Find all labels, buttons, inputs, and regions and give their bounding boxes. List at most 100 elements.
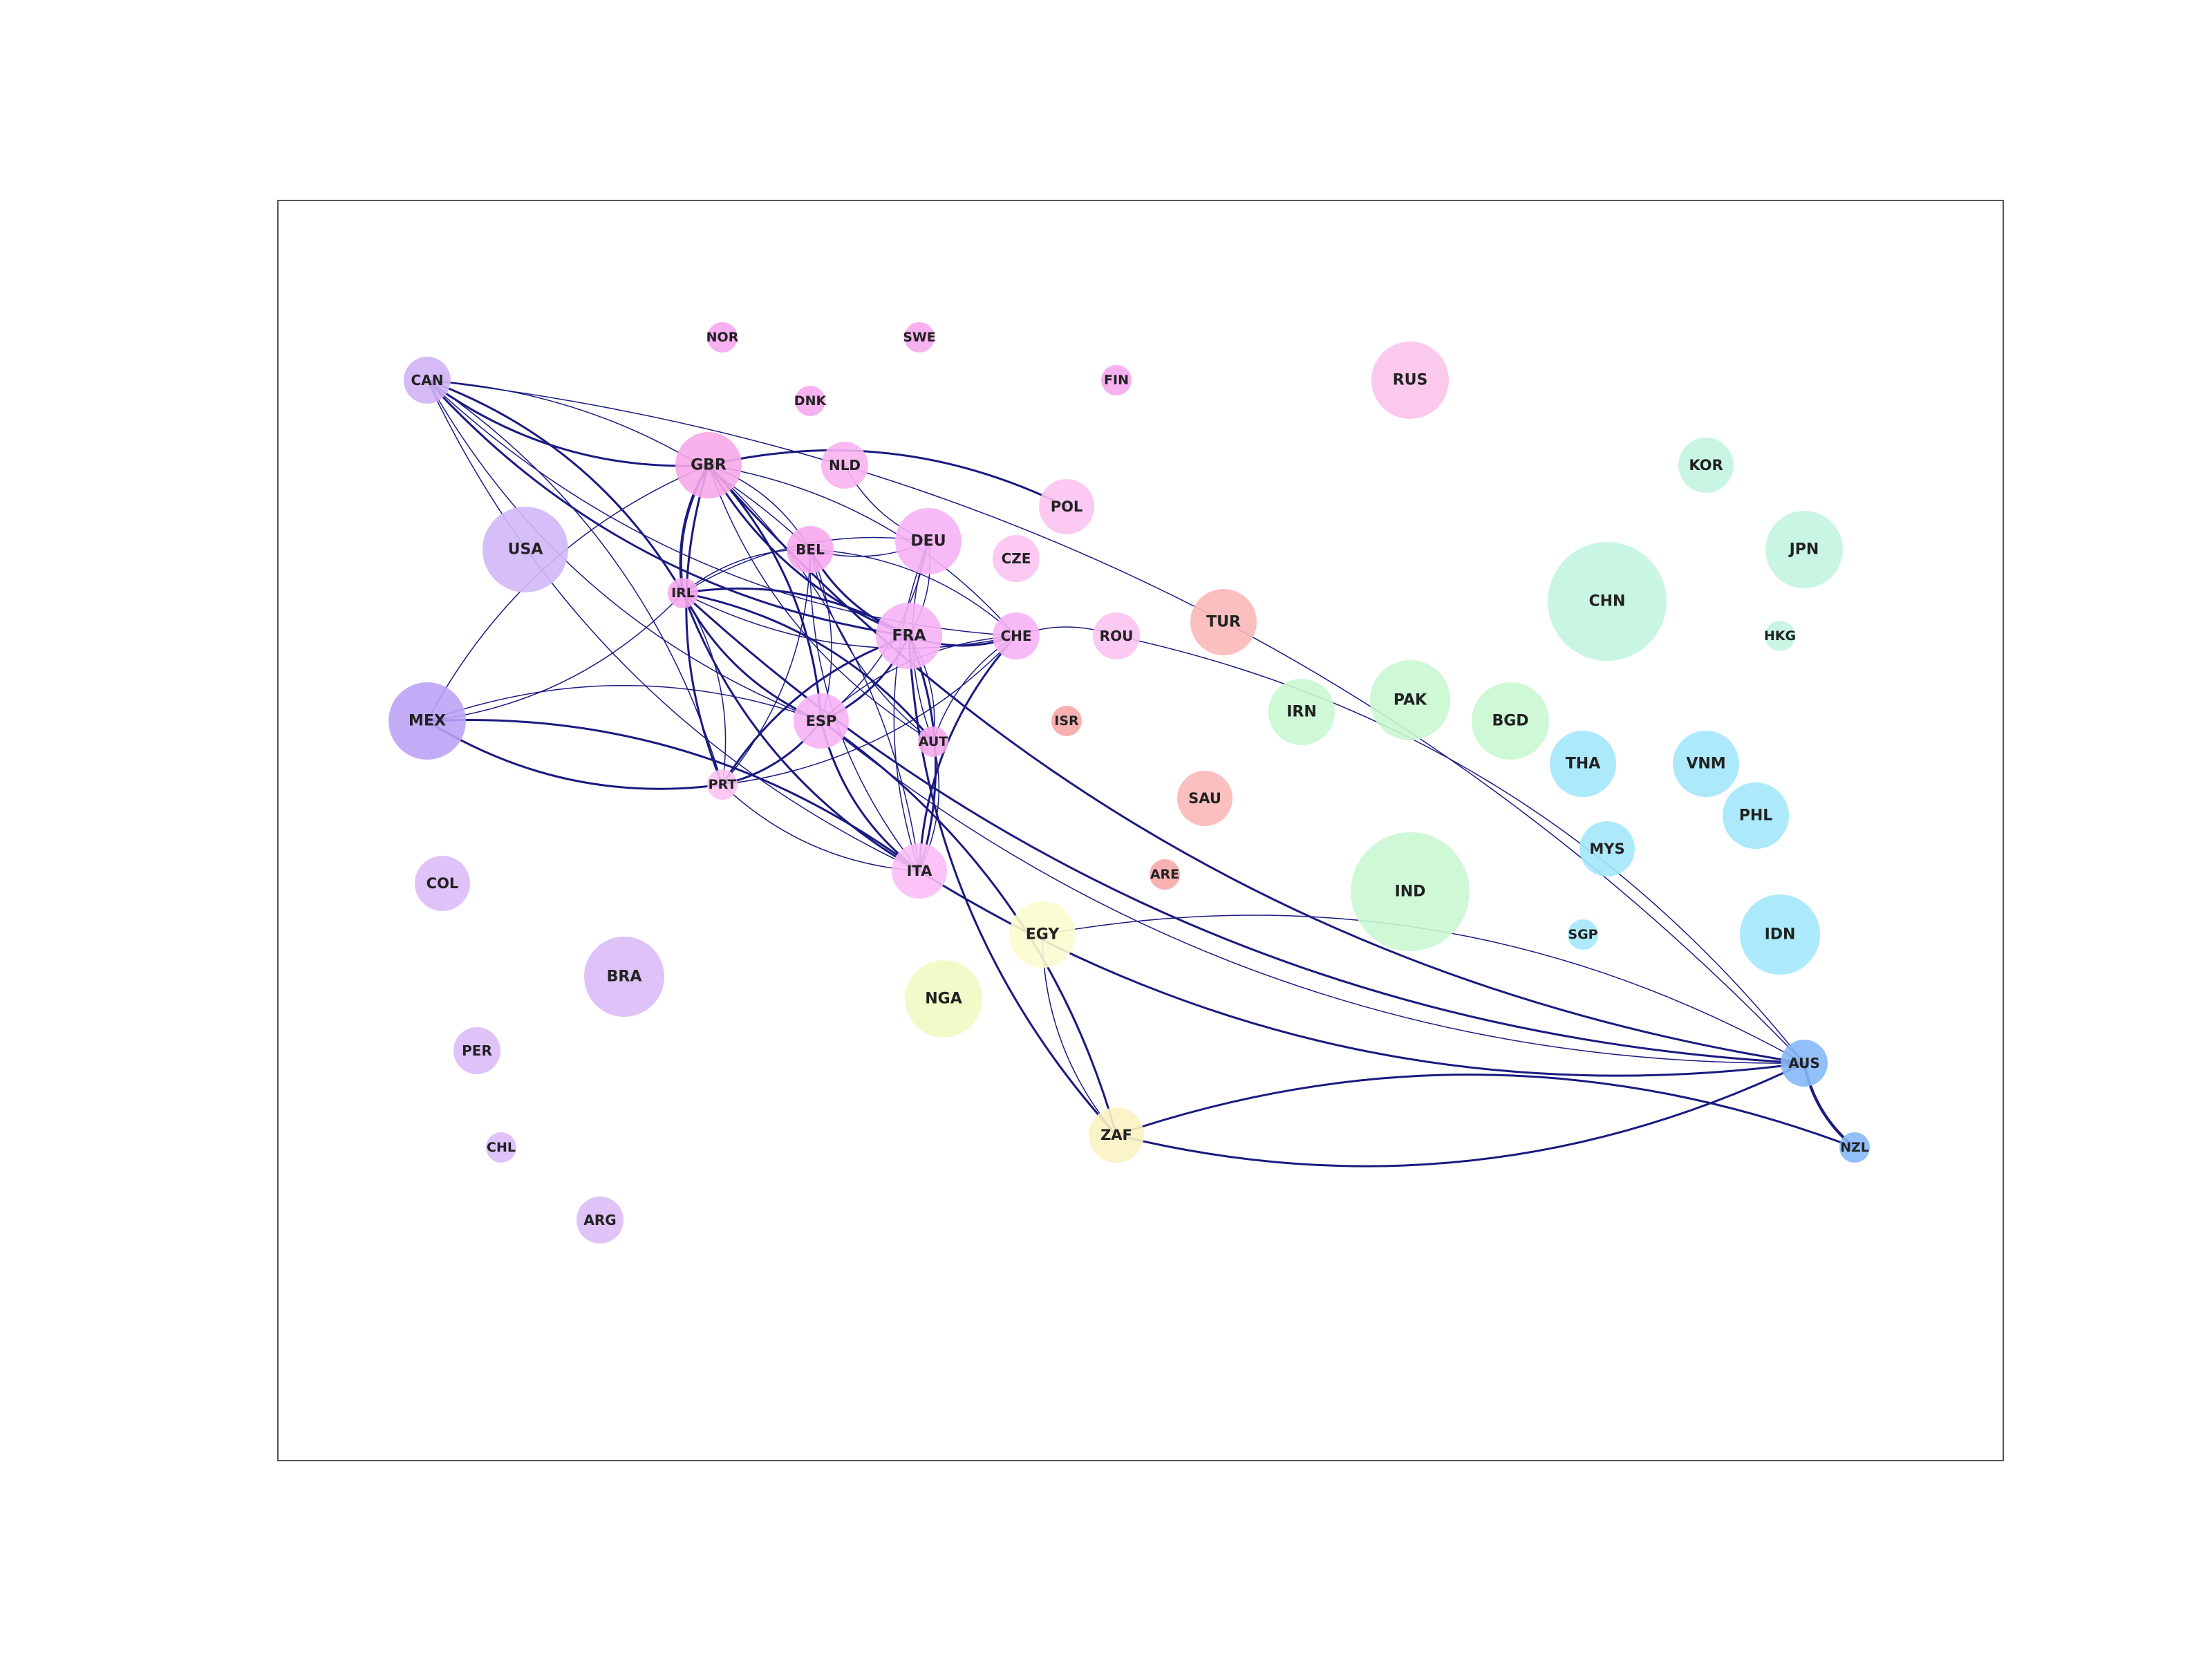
node-circle-fra: [876, 603, 942, 669]
node-circle-usa: [482, 507, 568, 592]
node-egy: EGY: [1009, 901, 1076, 968]
node-layer: NOR SWE CAN DNK FIN RUS GBR NLD KOR POL USA BEL DEU C…: [388, 322, 1870, 1244]
node-circle-pol: [1039, 479, 1094, 534]
edge-can-esp: [427, 379, 822, 722]
node-label-gbr: GBR: [691, 457, 727, 474]
node-label-aus: AUS: [1788, 1055, 1820, 1071]
node-circle-bel: [787, 526, 834, 573]
node-circle-ind: [1351, 832, 1470, 951]
node-can: CAN: [404, 357, 451, 404]
node-label-usa: USA: [508, 541, 543, 559]
node-circle-idn: [1740, 894, 1820, 975]
node-circle-are: [1150, 859, 1180, 890]
node-circle-swe: [904, 322, 935, 353]
node-irn: IRN: [1268, 679, 1335, 745]
edge-gbr-ita: [708, 465, 920, 872]
edge-irl-ita: [682, 592, 921, 872]
node-kor: KOR: [1678, 438, 1734, 493]
node-label-mys: MYS: [1589, 841, 1624, 857]
node-aus: AUS: [1781, 1040, 1828, 1087]
edge-bel-aut: [809, 549, 934, 742]
node-circle-nzl: [1839, 1132, 1870, 1163]
node-circle-isr: [1051, 706, 1082, 736]
node-tha: THA: [1550, 731, 1616, 797]
edge-can-fra: [426, 379, 910, 637]
node-circle-tha: [1550, 731, 1616, 797]
node-fra: FRA: [876, 603, 942, 669]
node-label-irn: IRN: [1286, 704, 1317, 721]
node-circle-kor: [1678, 438, 1734, 493]
node-circle-deu: [895, 508, 962, 574]
node-circle-tur: [1190, 589, 1257, 655]
node-mex: MEX: [388, 682, 466, 760]
node-label-bra: BRA: [607, 968, 642, 986]
edge-gbr-pol: [707, 449, 1068, 508]
node-label-swe: SWE: [903, 330, 936, 345]
node-label-dnk: DNK: [794, 393, 827, 409]
node-idn: IDN: [1740, 894, 1820, 975]
node-circle-mys: [1580, 821, 1635, 877]
node-label-nld: NLD: [829, 457, 861, 474]
node-nzl: NZL: [1839, 1132, 1870, 1163]
node-isr: ISR: [1051, 706, 1082, 736]
node-circle-irn: [1268, 679, 1335, 745]
node-chl: CHL: [486, 1132, 516, 1163]
node-chn: CHN: [1548, 542, 1667, 661]
edge-che-prt: [722, 635, 1017, 785]
edge-gbr-che: [708, 465, 1017, 637]
edge-zaf-nzl: [1115, 1074, 1856, 1149]
node-label-sau: SAU: [1188, 790, 1221, 807]
node-circle-chl: [486, 1132, 516, 1163]
node-label-isr: ISR: [1054, 713, 1079, 729]
node-circle-mex: [388, 682, 466, 760]
node-label-per: PER: [462, 1042, 492, 1059]
edge-mex-esp: [427, 685, 822, 722]
node-circle-rus: [1371, 341, 1449, 419]
node-ind: IND: [1351, 832, 1470, 951]
node-label-col: COL: [427, 875, 459, 892]
edge-layer: [426, 379, 1857, 1168]
node-dnk: DNK: [794, 386, 827, 416]
node-label-bgd: BGD: [1492, 713, 1528, 730]
node-circle-vnm: [1673, 731, 1739, 797]
node-sau: SAU: [1177, 771, 1232, 826]
node-gbr: GBR: [675, 432, 742, 498]
edge-mex-prt: [426, 720, 724, 790]
edge-fra-zaf: [908, 635, 1118, 1136]
edge-can-irl: [426, 379, 684, 594]
node-label-rou: ROU: [1100, 628, 1134, 644]
node-label-chn: CHN: [1589, 593, 1626, 610]
node-jpn: JPN: [1765, 511, 1843, 588]
node-pol: POL: [1039, 479, 1094, 534]
node-fin: FIN: [1101, 365, 1132, 395]
node-bel: BEL: [787, 526, 834, 573]
node-label-ind: IND: [1395, 883, 1426, 901]
node-label-che: CHE: [1000, 628, 1031, 644]
edge-can-prt: [427, 379, 723, 785]
node-label-fra: FRA: [892, 628, 926, 645]
node-circle-fin: [1101, 365, 1132, 395]
node-circle-chn: [1548, 542, 1667, 661]
edge-prt-ita: [722, 784, 920, 872]
node-circle-zaf: [1089, 1107, 1144, 1163]
node-pak: PAK: [1370, 660, 1450, 740]
node-label-hkg: HKG: [1764, 628, 1796, 644]
node-circle-nor: [707, 322, 738, 353]
edge-esp-zaf: [820, 720, 1118, 1136]
edge-can-aus: [427, 379, 1805, 1064]
node-circle-ita: [892, 843, 947, 899]
node-esp: ESP: [794, 693, 849, 749]
edge-irl-prt: [682, 592, 727, 785]
node-circle-rou: [1093, 612, 1140, 659]
node-label-irl: IRL: [671, 585, 695, 601]
node-nor: NOR: [706, 322, 739, 353]
node-label-kor: KOR: [1689, 457, 1723, 474]
node-label-rus: RUS: [1393, 372, 1428, 389]
edge-bel-prt: [722, 549, 811, 785]
node-nga: NGA: [905, 960, 982, 1038]
node-circle-che: [993, 612, 1040, 659]
node-label-idn: IDN: [1765, 926, 1796, 944]
edge-deu-ita: [893, 541, 929, 872]
edge-gbr-prt: [685, 464, 724, 786]
node-label-esp: ESP: [806, 713, 837, 729]
